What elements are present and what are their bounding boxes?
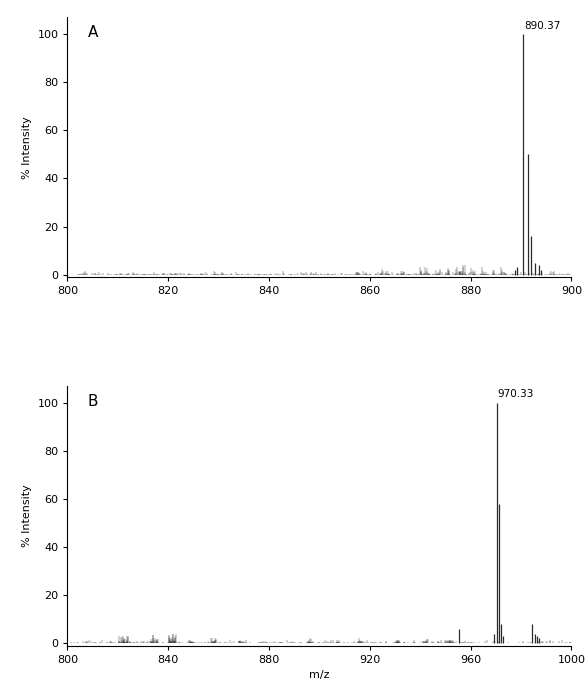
X-axis label: m/z: m/z bbox=[309, 670, 329, 681]
Y-axis label: % Intensity: % Intensity bbox=[22, 116, 32, 179]
Text: A: A bbox=[87, 25, 98, 40]
Y-axis label: % Intensity: % Intensity bbox=[22, 484, 32, 547]
Text: 890.37: 890.37 bbox=[524, 21, 561, 31]
Text: B: B bbox=[87, 394, 98, 409]
Text: 970.33: 970.33 bbox=[498, 389, 534, 399]
